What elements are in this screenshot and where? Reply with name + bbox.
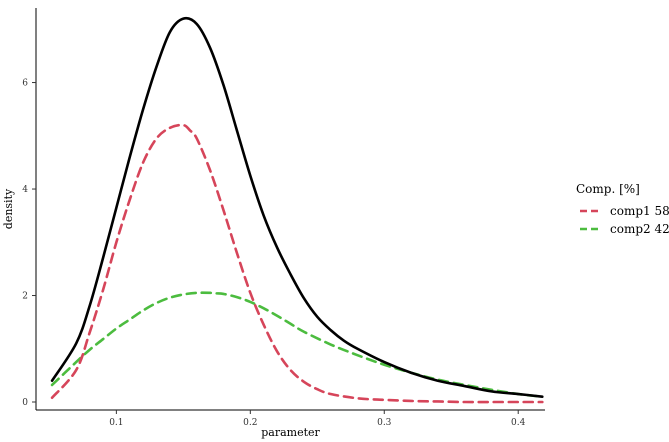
x-tick-label: 0.2 [243,418,257,428]
y-tick-label: 0 [22,398,28,408]
legend: Comp. [%] comp1 58.0 comp2 42.0 [576,182,669,236]
y-tick-label: 6 [22,79,28,89]
x-tick-label: 0.1 [109,418,123,428]
y-tick-label: 2 [22,292,28,302]
legend-items: comp1 58.0 comp2 42.0 [580,204,669,236]
x-axis-title: parameter [261,426,320,439]
legend-title: Comp. [%] [576,182,640,196]
y-ticks: 0 2 4 6 [22,79,36,408]
x-tick-label: 0.4 [511,418,526,428]
series-line-total [50,16,544,398]
series-line-comp1 [50,123,544,404]
legend-item-comp2: comp2 42.0 [580,222,669,236]
series-layer [50,16,544,404]
y-axis-title: density [2,188,15,229]
legend-item-comp1: comp1 58.0 [580,204,669,218]
series-line-comp2 [50,291,544,398]
x-ticks: 0.1 0.2 0.3 0.4 [109,410,526,428]
legend-label: comp2 42.0 [610,222,669,236]
x-tick-label: 0.3 [377,418,392,428]
y-tick-label: 4 [22,185,28,195]
legend-label: comp1 58.0 [610,204,669,218]
